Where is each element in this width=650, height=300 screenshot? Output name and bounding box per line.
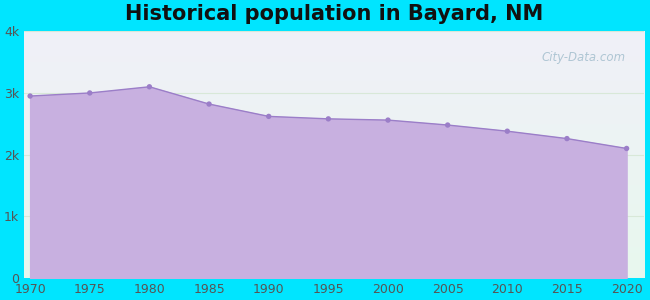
Point xyxy=(502,129,512,134)
Point xyxy=(443,123,453,128)
Title: Historical population in Bayard, NM: Historical population in Bayard, NM xyxy=(125,4,543,24)
Point xyxy=(263,114,274,119)
Point xyxy=(383,118,393,122)
Point xyxy=(323,116,333,121)
Text: City-Data.com: City-Data.com xyxy=(541,51,626,64)
Point xyxy=(204,102,214,106)
Point xyxy=(562,136,572,141)
Point xyxy=(621,146,632,151)
Point xyxy=(84,91,95,95)
Point xyxy=(25,94,35,98)
Point xyxy=(144,84,155,89)
